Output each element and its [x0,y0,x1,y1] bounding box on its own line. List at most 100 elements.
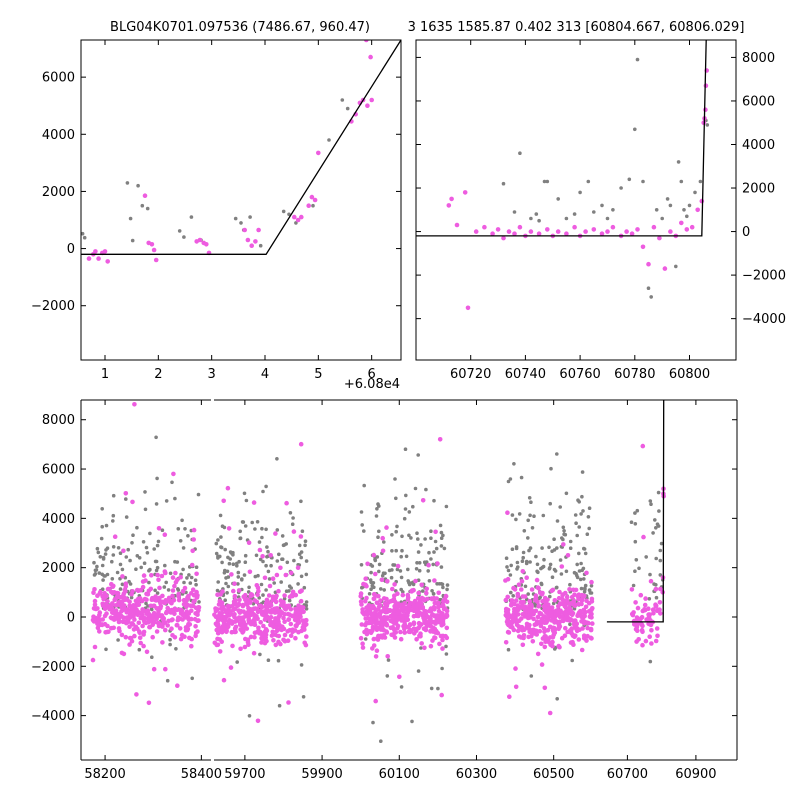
full-data-point [529,500,533,505]
full-data-point [303,543,307,548]
recent-data-point [529,216,533,221]
zoom-axes-frame [80,39,402,361]
recent-data-point [583,229,588,234]
full-data-point [549,588,555,594]
full-data-point [391,626,397,632]
full-data-point [155,565,160,570]
full-data-point [269,633,275,638]
full-data-point [285,560,290,565]
full-data-point [194,565,199,569]
full-data-point [135,525,139,530]
full-data-point [362,483,367,488]
zoom-data-point [306,203,312,208]
full-data-point [444,599,450,605]
full-data-point [534,621,539,627]
full-data-point [390,586,395,592]
full-data-point [524,559,529,564]
full-data-point [219,611,224,616]
full-data-point [233,624,239,630]
full-data-point [506,568,511,573]
full-data-point [573,618,578,623]
full-data-point [442,546,447,551]
full-data-point [401,608,406,614]
full-data-point [160,615,166,620]
full-data-point [242,491,247,496]
full-data-point [416,620,422,626]
recent-data-point [537,218,541,223]
full-data-point [247,714,252,718]
full-data-point [649,628,654,633]
full-data-point [193,578,198,582]
full-data-point [223,598,227,602]
full-data-point [163,563,167,568]
full-data-point [270,596,276,602]
full-data-point [582,614,587,619]
full-data-point [283,572,289,578]
full-data-point [238,529,242,534]
full-ytick-label: 0 [67,610,75,625]
full-data-point [136,596,141,602]
full-data-point [655,522,660,526]
zoom-data-point [182,235,186,239]
zoom-data-point [309,194,315,200]
recent-data-point [657,235,662,241]
full-data-point [363,576,369,581]
full-data-point [575,533,579,538]
full-data-point [236,570,241,575]
full-data-point [360,607,365,612]
full-data-point [127,579,131,584]
full-data-point [433,529,438,535]
full-data-point [647,622,653,627]
full-data-point [217,649,223,654]
full-series-1 [90,402,666,724]
full-data-point [519,578,525,584]
full-data-point [537,628,543,634]
full-data-point [555,452,559,456]
recent-data-point [684,227,690,232]
full-data-point [109,625,114,631]
full-data-point [197,600,201,604]
full-data-point [270,607,276,613]
full-data-point [633,539,638,544]
full-data-point [526,625,531,630]
full-data-point [539,592,545,597]
full-data-point [137,647,142,652]
full-data-point [568,607,574,613]
full-data-point [164,599,170,604]
full-data-point [129,609,134,614]
full-data-point [166,618,171,624]
full-data-point [436,590,442,596]
full-data-point [261,623,266,629]
full-data-point [255,592,260,597]
full-data-point [431,562,436,567]
full-data-point [520,612,526,617]
full-data-point [282,632,288,638]
full-data-point [136,588,141,593]
zoom-data-point [197,237,203,243]
full-data-point [409,536,413,540]
full-data-point [569,626,575,631]
zoom-data-point [249,243,254,248]
full-data-point [359,602,364,607]
full-data-point [195,629,200,634]
full-data-point [658,611,663,616]
full-data-point [573,587,579,593]
full-data-point [551,632,556,638]
full-data-point [535,651,541,657]
full-data-point [288,621,294,627]
full-data-point [589,599,595,604]
full-data-point [223,547,227,552]
full-data-point [385,674,390,678]
recent-ytick-label: −2000 [742,269,786,284]
recent-ytick-label: 6000 [742,94,775,109]
zoom-series-0 [81,98,350,248]
full-data-point [232,593,238,599]
full-data-point [428,606,434,611]
full-data-point [286,603,292,609]
recent-data-point [662,266,668,271]
full-data-point [588,591,593,595]
full-data-point [384,596,389,602]
full-data-point [444,625,450,631]
zoom-data-point [281,209,286,214]
full-data-point [144,591,149,597]
